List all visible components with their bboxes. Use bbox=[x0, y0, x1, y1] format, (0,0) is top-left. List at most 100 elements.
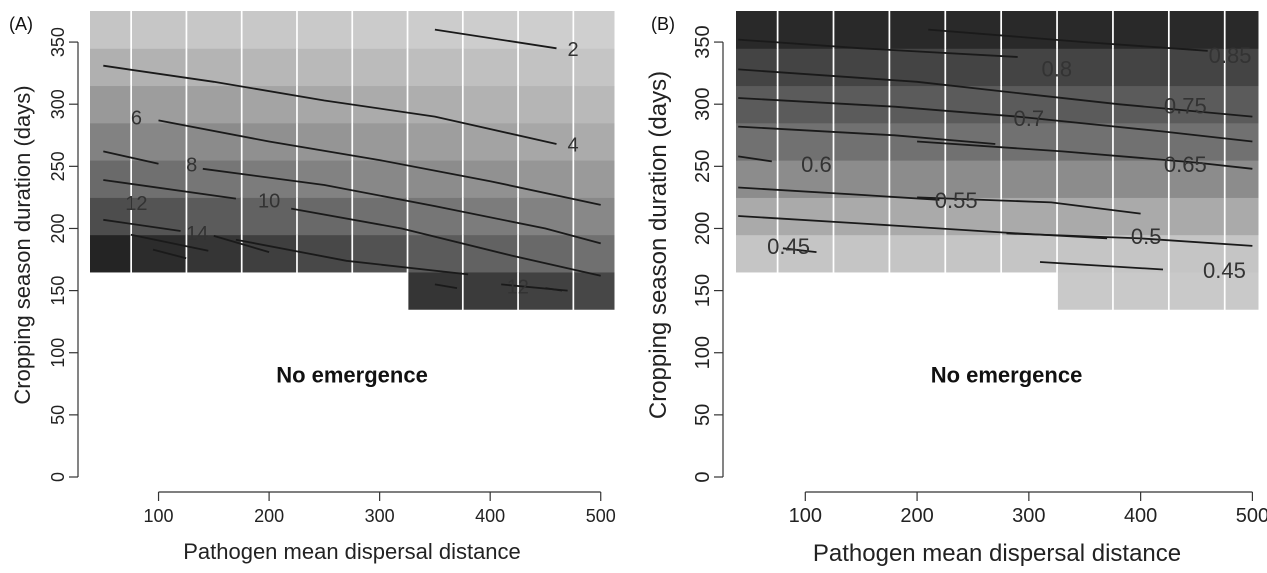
heatmap-cells bbox=[90, 11, 615, 310]
heatmap-cell bbox=[946, 160, 1001, 198]
heatmap-cell bbox=[297, 160, 352, 198]
heatmap-cell bbox=[1002, 11, 1057, 49]
contour-label: 0.6 bbox=[801, 152, 832, 177]
contour-label: 0.65 bbox=[1164, 152, 1207, 177]
heatmap-cell bbox=[408, 85, 462, 124]
heatmap-cell bbox=[778, 197, 833, 236]
contour-line bbox=[291, 207, 601, 277]
heatmap-cell bbox=[1113, 197, 1168, 236]
heatmap-cell bbox=[463, 85, 518, 124]
contour-line bbox=[130, 233, 209, 252]
heatmap-cell bbox=[463, 234, 518, 273]
heatmap-cell bbox=[518, 11, 573, 49]
y-axis-title: Cropping season duration (days) bbox=[645, 71, 672, 419]
heatmap-cell bbox=[90, 197, 131, 236]
contour-line bbox=[103, 150, 159, 165]
heatmap-cell bbox=[408, 48, 462, 87]
heatmap-cell bbox=[890, 234, 945, 273]
contour-label: 0.85 bbox=[1209, 43, 1252, 68]
heatmap-cell bbox=[1002, 234, 1057, 273]
heatmap-cell bbox=[834, 160, 889, 198]
heatmap-cell bbox=[90, 85, 131, 124]
heatmap-cell bbox=[242, 11, 297, 49]
y-tick-label: 250 bbox=[48, 151, 68, 181]
heatmap-cell bbox=[1002, 122, 1057, 161]
x-tick-label: 100 bbox=[789, 505, 822, 527]
x-tick-label: 100 bbox=[144, 506, 174, 526]
x-tick-label: 500 bbox=[1236, 505, 1267, 527]
contour-line bbox=[103, 64, 557, 145]
heatmap-cell bbox=[834, 48, 889, 87]
heatmap-cell bbox=[90, 160, 131, 198]
heatmap-cell bbox=[834, 11, 889, 49]
heatmap-cell bbox=[297, 11, 352, 49]
contour-line bbox=[434, 28, 557, 50]
panel-label: (A) bbox=[9, 14, 33, 34]
heatmap-cell bbox=[1225, 234, 1259, 273]
heatmap-cell bbox=[353, 122, 407, 161]
heatmap-cell bbox=[187, 11, 241, 49]
heatmap-cell bbox=[1057, 160, 1113, 198]
x-axis-title: Pathogen mean dispersal distance bbox=[813, 540, 1181, 567]
heatmap-cell bbox=[1225, 11, 1259, 49]
heatmap-cell bbox=[297, 122, 352, 161]
heatmap-cell bbox=[518, 234, 573, 273]
heatmap-cell bbox=[778, 234, 833, 273]
y-tick-label: 300 bbox=[48, 89, 68, 119]
heatmap-cell bbox=[890, 85, 945, 124]
heatmap-cell bbox=[242, 197, 297, 236]
heatmap-cell bbox=[574, 160, 615, 198]
contour-line bbox=[1006, 232, 1253, 247]
contour-line bbox=[103, 218, 181, 232]
heatmap-cell bbox=[834, 122, 889, 161]
contour-lines: 2 4 6 8 10 12 14 12 bbox=[103, 28, 601, 298]
no-emergence-label: No emergence bbox=[931, 363, 1083, 388]
heatmap-cell bbox=[463, 197, 518, 236]
heatmap-cell bbox=[408, 160, 462, 198]
x-tick-label: 400 bbox=[475, 506, 505, 526]
heatmap-cell bbox=[1169, 11, 1224, 49]
heatmap-cell bbox=[1225, 197, 1259, 236]
heatmap-cell bbox=[353, 48, 407, 87]
heatmap-cell bbox=[736, 48, 777, 87]
heatmap-cell bbox=[187, 48, 241, 87]
heatmap-cells bbox=[736, 11, 1259, 310]
heatmap-cell bbox=[1169, 271, 1224, 310]
contour-label: 0.45 bbox=[1203, 258, 1246, 283]
heatmap-cell bbox=[1169, 48, 1224, 87]
heatmap-cell bbox=[1225, 85, 1259, 124]
y-axis-title: Cropping season duration (days) bbox=[10, 85, 35, 404]
contour-line bbox=[103, 179, 237, 200]
heatmap-cell bbox=[946, 11, 1001, 49]
contour-label: 14 bbox=[186, 223, 208, 245]
heatmap-cell bbox=[1225, 271, 1259, 310]
contour-label: 6 bbox=[131, 107, 142, 129]
contour-label: 12 bbox=[507, 276, 529, 298]
heatmap-cell bbox=[1169, 122, 1224, 161]
heatmap-cell bbox=[242, 234, 297, 273]
contour-label: 0.45 bbox=[767, 234, 810, 259]
heatmap-cell bbox=[834, 197, 889, 236]
heatmap-cell bbox=[297, 48, 352, 87]
y-tick-label: 200 bbox=[48, 213, 68, 243]
heatmap-cell bbox=[778, 85, 833, 124]
heatmap-cell bbox=[463, 11, 518, 49]
heatmap-cell bbox=[408, 122, 462, 161]
contour-line bbox=[213, 235, 270, 253]
contour-label: 8 bbox=[186, 155, 197, 177]
y-tick-label: 150 bbox=[692, 274, 714, 307]
heatmap-cell bbox=[1057, 197, 1113, 236]
heatmap-cell bbox=[1225, 122, 1259, 161]
heatmap-cell bbox=[834, 234, 889, 273]
heatmap-cell bbox=[890, 160, 945, 198]
contour-label: 2 bbox=[568, 39, 579, 61]
heatmap-cell bbox=[187, 197, 241, 236]
heatmap-cell bbox=[132, 48, 186, 87]
contour-line bbox=[545, 287, 563, 292]
heatmap-cell bbox=[518, 160, 573, 198]
heatmap-cell bbox=[1057, 48, 1113, 87]
heatmap-cell bbox=[1002, 197, 1057, 236]
contour-line bbox=[738, 97, 1253, 143]
x-tick-label: 300 bbox=[1012, 505, 1045, 527]
contour-line bbox=[202, 167, 601, 245]
